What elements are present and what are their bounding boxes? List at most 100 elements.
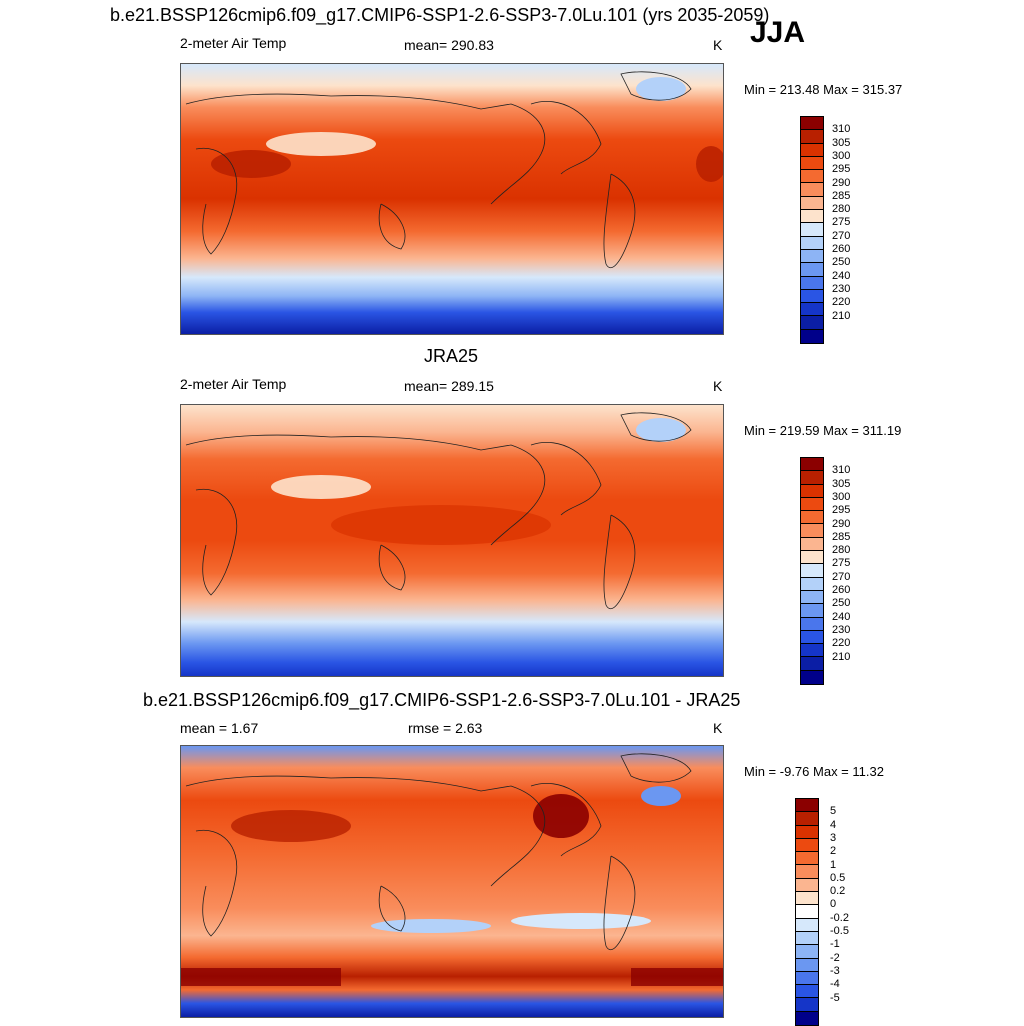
colorbar-tick-label: 0.5 xyxy=(830,871,846,884)
colorbar-tick-label: 270 xyxy=(832,229,851,242)
colorbar-tick-label: 280 xyxy=(832,544,851,557)
panel3-map-graphic xyxy=(181,746,723,1017)
colorbar-segment xyxy=(801,156,823,171)
colorbar-tick-label: 230 xyxy=(832,282,851,295)
colorbar-segment xyxy=(801,458,823,472)
panel3-units-label: K xyxy=(713,720,723,736)
colorbar-segment xyxy=(801,604,823,618)
colorbar-segment xyxy=(796,958,818,972)
colorbar-tick-label: 295 xyxy=(832,504,851,517)
colorbar-segment xyxy=(796,892,818,906)
season-label: JJA xyxy=(750,16,806,49)
colorbar-segment xyxy=(796,905,818,919)
panel1-map-graphic xyxy=(181,64,723,334)
colorbar-segment xyxy=(801,564,823,578)
colorbar-tick-label: 305 xyxy=(832,477,851,490)
colorbar-segment xyxy=(796,1011,818,1026)
colorbar-segment xyxy=(801,630,823,645)
panel3-rmse-label: rmse = 2.63 xyxy=(408,720,483,736)
panel3-map xyxy=(180,745,724,1018)
colorbar-segment xyxy=(796,971,818,986)
colorbar-segment xyxy=(801,143,823,157)
colorbar-segment xyxy=(801,289,823,304)
colorbar-segment xyxy=(801,617,823,631)
panel1-colorbar xyxy=(800,116,824,345)
colorbar-segment xyxy=(801,657,823,671)
colorbar-tick-label: -3 xyxy=(830,964,840,977)
colorbar-tick-label: 300 xyxy=(832,490,851,503)
colorbar-segment xyxy=(801,210,823,224)
panel2-map xyxy=(180,404,724,677)
colorbar-segment xyxy=(796,878,818,893)
colorbar-tick-label: -0.5 xyxy=(830,925,849,937)
colorbar-tick-label: 290 xyxy=(832,176,851,189)
colorbar-segment xyxy=(796,931,818,946)
colorbar-tick-label: 240 xyxy=(832,610,851,623)
panel2-variable-label: 2-meter Air Temp xyxy=(180,376,287,392)
panel3-title: b.e21.BSSP126cmip6.f09_g17.CMIP6-SSP1-2.… xyxy=(143,690,741,710)
colorbar-tick-label: 305 xyxy=(832,136,851,149)
colorbar-tick-label: 4 xyxy=(830,818,837,831)
colorbar-segment xyxy=(796,799,818,813)
panel1-units-label: K xyxy=(713,37,723,53)
colorbar-segment xyxy=(796,825,818,839)
colorbar-tick-label: 240 xyxy=(832,269,851,282)
colorbar-segment xyxy=(801,670,823,685)
colorbar-segment xyxy=(801,471,823,485)
colorbar-segment xyxy=(801,316,823,330)
colorbar-segment xyxy=(801,497,823,512)
colorbar-tick-label: 310 xyxy=(832,464,851,477)
colorbar-segment xyxy=(796,852,818,866)
colorbar-tick-label: 1 xyxy=(830,858,837,871)
colorbar-tick-label: 280 xyxy=(832,203,851,216)
colorbar-segment xyxy=(801,263,823,277)
colorbar-tick-label: 220 xyxy=(832,296,851,309)
panel1-mean-label: mean= 290.83 xyxy=(404,37,494,53)
colorbar-segment xyxy=(796,985,818,999)
panel3-colorbar xyxy=(795,798,819,1026)
colorbar-tick-label: -1 xyxy=(830,938,840,951)
colorbar-segment xyxy=(801,590,823,605)
panel1-minmax-label: Min = 213.48 Max = 315.37 xyxy=(744,82,903,97)
colorbar-tick-label: -5 xyxy=(830,991,840,1004)
colorbar-tick-label: 2 xyxy=(830,845,837,858)
colorbar-tick-label: 250 xyxy=(832,256,851,269)
colorbar-segment xyxy=(796,838,818,853)
panel2-map-graphic xyxy=(181,405,723,676)
colorbar-tick-label: 285 xyxy=(832,530,851,543)
colorbar-segment xyxy=(801,276,823,290)
panel2-mean-label: mean= 289.15 xyxy=(404,378,494,394)
colorbar-segment xyxy=(801,329,823,344)
colorbar-segment xyxy=(801,551,823,565)
colorbar-tick-label: 300 xyxy=(832,149,851,162)
colorbar-tick-label: 275 xyxy=(832,557,851,570)
colorbar-segment xyxy=(801,303,823,317)
colorbar-segment xyxy=(801,130,823,144)
colorbar-tick-label: 260 xyxy=(832,584,851,596)
colorbar-segment xyxy=(796,865,818,879)
colorbar-segment xyxy=(796,918,818,932)
colorbar-segment xyxy=(801,537,823,552)
colorbar-segment xyxy=(801,223,823,237)
colorbar-tick-label: -4 xyxy=(830,978,840,991)
panel1-map xyxy=(180,63,724,335)
colorbar-tick-label: 270 xyxy=(832,570,851,583)
colorbar-segment xyxy=(801,183,823,197)
colorbar-segment xyxy=(801,511,823,525)
colorbar-tick-label: 220 xyxy=(832,637,851,650)
panel3-mean-label: mean = 1.67 xyxy=(180,720,259,736)
colorbar-segment xyxy=(801,577,823,591)
colorbar-tick-label: 285 xyxy=(832,189,851,202)
colorbar-tick-label: 310 xyxy=(832,123,851,136)
colorbar-segment xyxy=(796,812,818,826)
colorbar-tick-label: 0.2 xyxy=(830,885,846,898)
main-title: b.e21.BSSP126cmip6.f09_g17.CMIP6-SSP1-2.… xyxy=(110,5,770,25)
panel2-units-label: K xyxy=(713,378,723,394)
colorbar-tick-label: 290 xyxy=(832,517,851,530)
colorbar-segment xyxy=(796,998,818,1012)
colorbar-tick-label: 230 xyxy=(832,623,851,636)
colorbar-tick-label: 250 xyxy=(832,597,851,610)
colorbar-tick-label: 275 xyxy=(832,216,851,229)
colorbar-segment xyxy=(801,644,823,658)
panel2-minmax-label: Min = 219.59 Max = 311.19 xyxy=(744,423,902,438)
